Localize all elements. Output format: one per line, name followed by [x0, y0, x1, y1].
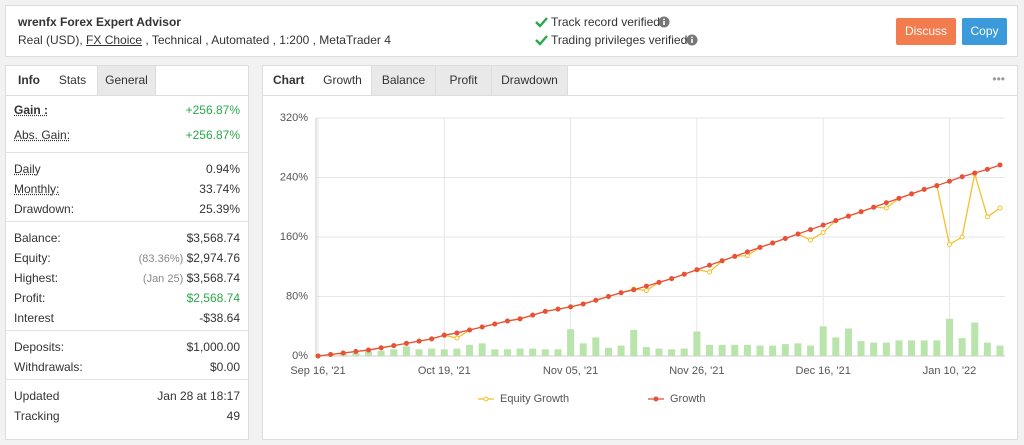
value-text: -$38.64	[199, 311, 240, 325]
stat-value: (83.36%) $2,974.76	[139, 248, 240, 269]
stat-label: Interest	[14, 311, 55, 325]
stat-value: 25.39%	[199, 199, 240, 219]
stat-value: -$38.64	[199, 308, 240, 328]
value-text: $2,568.74	[186, 291, 240, 305]
tab-bar: Chart ••• Growth Balance Profit Drawdown	[263, 66, 1017, 96]
info-icon[interactable]	[686, 34, 700, 48]
verification: Trading privileges verified	[551, 33, 688, 47]
stat-row: Drawdown: 25.39%	[14, 199, 240, 219]
stat-label: Highest:	[14, 271, 59, 285]
tab[interactable]: Stats	[48, 66, 98, 95]
stat-label: Drawdown:	[14, 202, 75, 216]
tab[interactable]: Drawdown	[492, 66, 568, 95]
stat-value: (Jan 25) $3,568.74	[143, 268, 240, 289]
tab-bar: Info Stats General	[6, 66, 248, 96]
stat-label: Deposits:	[14, 340, 65, 354]
stat-row: Abs. Gain: +256.87%	[14, 125, 240, 145]
stat-label: Equity:	[14, 251, 51, 265]
value-text: 33.74%	[199, 182, 240, 196]
value-text: Jan 28 at 18:17	[157, 389, 240, 403]
stat-label: Daily	[14, 162, 41, 176]
stat-label: Withdrawals:	[14, 360, 83, 374]
separator	[6, 330, 248, 331]
menu[interactable]: •••	[992, 72, 1005, 86]
discuss-button[interactable]: Discuss	[896, 18, 956, 45]
stat-note: (Jan 25)	[142, 273, 184, 285]
value-text: $3,568.74	[186, 271, 240, 285]
stat-row: Equity: (83.36%) $2,974.76	[14, 248, 240, 268]
stat-value: 49	[227, 406, 240, 426]
value-text: $1,000.00	[186, 340, 240, 354]
value-text: +256.87%	[185, 103, 240, 117]
stat-label: Gain :	[14, 103, 49, 117]
stat-row: Balance: $3,568.74	[14, 228, 240, 248]
details: , Technical , Automated , 1:200 , MetaTr…	[145, 33, 391, 47]
stat-value: $3,568.74	[187, 228, 240, 248]
separator	[6, 221, 248, 222]
stat-value: +256.87%	[186, 100, 240, 120]
stats-panel: Info Stats General Gain : +256.87% Abs. Gai…	[5, 65, 249, 440]
tab[interactable]: Balance	[372, 66, 436, 95]
account: Real (USD),	[18, 33, 83, 47]
verification: Track record verified	[551, 15, 660, 29]
stat-label: Monthly:	[14, 182, 60, 196]
stat-label: Updated	[14, 389, 60, 403]
tab[interactable]: Profit	[436, 66, 492, 95]
stat-row: Highest: (Jan 25) $3,568.74	[14, 268, 240, 288]
value-text: 0.94%	[205, 162, 240, 176]
stat-row: Withdrawals: $0.00	[14, 357, 240, 377]
stat-value: +256.87%	[186, 125, 240, 145]
value-text: 49	[226, 409, 240, 423]
stat-value: $1,000.00	[187, 337, 240, 357]
stat-value: 0.94%	[206, 159, 240, 179]
stat-row: Monthly: 33.74%	[14, 179, 240, 199]
stat-row: Deposits: $1,000.00	[14, 337, 240, 357]
stat-value: $2,568.74	[187, 288, 240, 308]
stat-row: Profit: $2,568.74	[14, 288, 240, 308]
stat-row: Interest -$38.64	[14, 308, 240, 328]
panel-label: Info	[18, 73, 40, 87]
header: wrenfx Forex Expert Advisor Real (USD), …	[5, 5, 1018, 57]
separator	[6, 379, 248, 380]
stat-value: $0.00	[210, 357, 240, 377]
info-icon[interactable]	[658, 16, 672, 30]
value-text: $3,568.74	[186, 231, 240, 245]
stat-note: (83.36%)	[138, 253, 184, 265]
tab[interactable]: General	[98, 66, 156, 95]
title: wrenfx Forex Expert Advisor	[18, 15, 181, 29]
stat-label: Profit:	[14, 291, 46, 305]
check-icons	[535, 17, 548, 46]
value-text: 25.39%	[199, 202, 240, 216]
panel-label: Chart	[273, 73, 305, 87]
stat-label: Tracking	[14, 409, 60, 423]
stat-row: Tracking 49	[14, 406, 240, 426]
value-text: +256.87%	[185, 128, 240, 142]
stat-row: Updated Jan 28 at 18:17	[14, 386, 240, 406]
copy-button[interactable]: Copy	[962, 18, 1007, 45]
value-text: $0.00	[209, 360, 240, 374]
broker-link[interactable]: FX Choice	[86, 33, 143, 47]
stat-row: Daily 0.94%	[14, 159, 240, 179]
stat-label: Balance:	[14, 231, 61, 245]
stat-label: Abs. Gain:	[14, 128, 71, 142]
tab[interactable]: Growth	[314, 66, 372, 95]
stat-value: Jan 28 at 18:17	[157, 386, 240, 406]
subtitle: Real (USD), FX Choice , Technical , Auto…	[18, 33, 391, 47]
stat-value: 33.74%	[199, 179, 240, 199]
separator	[6, 152, 248, 153]
stat-row: Gain : +256.87%	[14, 100, 240, 120]
chart-panel: Chart ••• Growth Balance Profit Drawdown	[262, 65, 1018, 440]
value-text: $2,974.76	[186, 251, 240, 265]
